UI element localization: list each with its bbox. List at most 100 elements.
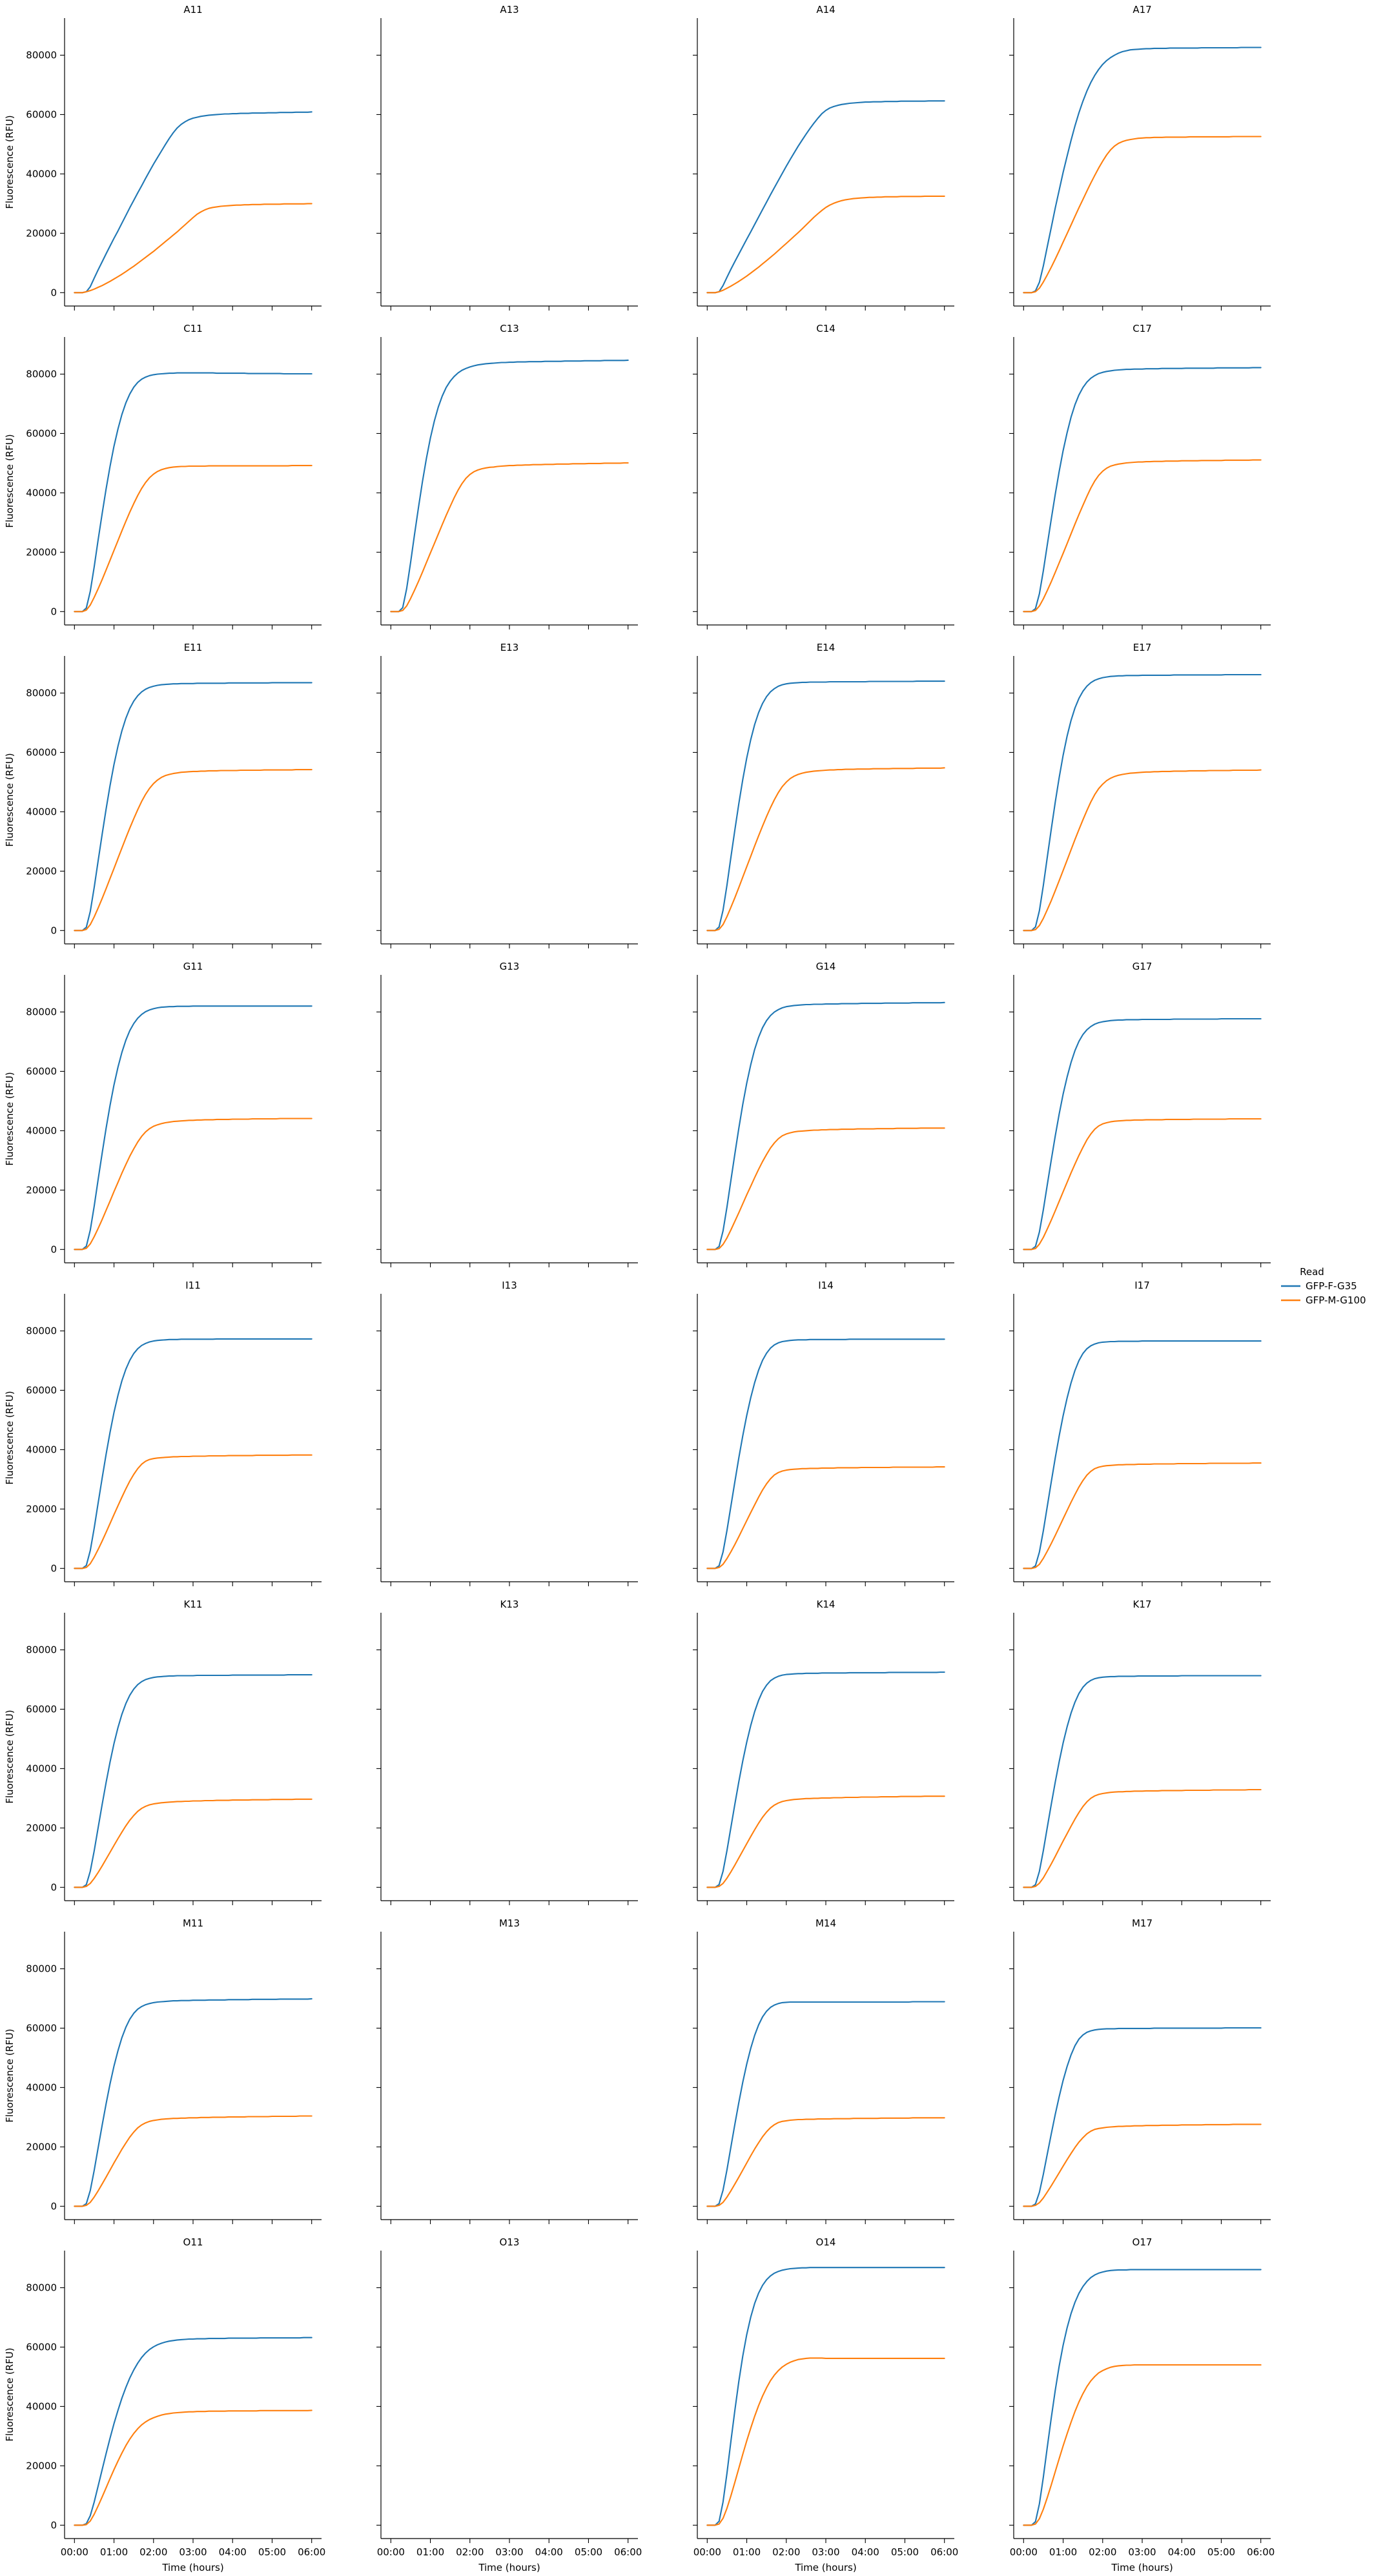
y-tick-label: 80000 xyxy=(26,687,57,699)
series-line-GFP-M-G100-E14 xyxy=(706,767,945,932)
series-line-GFP-F-G35-M17 xyxy=(1023,2027,1262,2207)
x-tick-label: 06:00 xyxy=(1247,2546,1275,2558)
series-line-GFP-M-G100-K17 xyxy=(1023,1788,1262,1888)
panel-title-G11: G11 xyxy=(183,961,203,972)
x-tick-label: 00:00 xyxy=(377,2546,405,2558)
y-tick-label: 40000 xyxy=(26,2400,57,2412)
series-line-GFP-M-G100-M11 xyxy=(74,2115,313,2207)
x-axis-label: Time (hours) xyxy=(794,2562,856,2573)
series-line-GFP-F-G35-G17 xyxy=(1023,1017,1262,1251)
series-line-GFP-F-G35-C17 xyxy=(1023,367,1262,613)
x-tick-label: 03:00 xyxy=(812,2546,839,2558)
series-line-GFP-F-G35-O11 xyxy=(74,2336,313,2526)
y-tick-label: 20000 xyxy=(26,546,57,558)
series-line-GFP-M-G100-I11 xyxy=(74,1454,313,1569)
series-line-GFP-M-G100-A17 xyxy=(1023,136,1262,294)
x-tick-label: 01:00 xyxy=(1049,2546,1077,2558)
y-axis-label: Fluorescence (RFU) xyxy=(4,1072,15,1165)
y-tick-label: 0 xyxy=(50,1881,57,1893)
x-tick-label: 05:00 xyxy=(575,2546,602,2558)
y-tick-label: 80000 xyxy=(26,1006,57,1017)
y-tick-label: 20000 xyxy=(26,2141,57,2152)
x-axis-label: Time (hours) xyxy=(478,2562,540,2573)
x-tick-label: 02:00 xyxy=(139,2546,167,2558)
x-tick-label: 04:00 xyxy=(1168,2546,1196,2558)
y-tick-label: 40000 xyxy=(26,487,57,498)
x-tick-label: 05:00 xyxy=(891,2546,919,2558)
series-line-GFP-M-G100-I17 xyxy=(1023,1462,1262,1569)
series-line-GFP-F-G35-A11 xyxy=(74,111,313,294)
panel-title-E17: E17 xyxy=(1133,642,1152,653)
y-tick-label: 20000 xyxy=(26,1822,57,1834)
x-tick-label: 00:00 xyxy=(61,2546,88,2558)
y-tick-label: 80000 xyxy=(26,368,57,380)
panel-title-I13: I13 xyxy=(502,1280,517,1291)
y-tick-label: 0 xyxy=(50,606,57,617)
y-tick-label: 80000 xyxy=(26,1644,57,1655)
series-line-GFP-F-G35-C13 xyxy=(390,359,629,613)
x-tick-label: 02:00 xyxy=(1089,2546,1116,2558)
panel-title-A11: A11 xyxy=(183,4,202,15)
series-line-GFP-F-G35-G14 xyxy=(706,1001,945,1251)
panel-title-M17: M17 xyxy=(1132,1917,1153,1929)
panel-title-O11: O11 xyxy=(183,2236,203,2248)
x-tick-label: 02:00 xyxy=(456,2546,484,2558)
x-tick-label: 06:00 xyxy=(930,2546,958,2558)
panel-title-C14: C14 xyxy=(816,323,836,334)
series-line-GFP-M-G100-G11 xyxy=(74,1118,313,1251)
y-tick-label: 40000 xyxy=(26,806,57,817)
panel-title-I17: I17 xyxy=(1134,1280,1150,1291)
x-tick-label: 04:00 xyxy=(219,2546,247,2558)
x-tick-label: 00:00 xyxy=(1010,2546,1038,2558)
panel-title-G13: G13 xyxy=(500,961,520,972)
series-line-GFP-M-G100-A11 xyxy=(74,203,313,294)
series-line-GFP-F-G35-G11 xyxy=(74,1005,313,1251)
y-tick-label: 20000 xyxy=(26,865,57,877)
panel-title-A17: A17 xyxy=(1133,4,1151,15)
x-tick-label: 03:00 xyxy=(495,2546,523,2558)
series-line-GFP-F-G35-M14 xyxy=(706,2001,945,2207)
y-tick-label: 60000 xyxy=(26,2022,57,2034)
series-line-GFP-F-G35-K14 xyxy=(706,1671,945,1888)
series-line-GFP-F-G35-O14 xyxy=(706,2267,945,2526)
panel-title-G17: G17 xyxy=(1133,961,1153,972)
panel-title-M14: M14 xyxy=(815,1917,836,1929)
series-line-GFP-F-G35-O17 xyxy=(1023,2269,1262,2526)
x-tick-label: 06:00 xyxy=(614,2546,642,2558)
series-line-GFP-M-G100-O11 xyxy=(74,2409,313,2526)
x-tick-label: 06:00 xyxy=(298,2546,325,2558)
y-tick-label: 60000 xyxy=(26,1065,57,1077)
y-tick-label: 0 xyxy=(50,1243,57,1255)
series-line-GFP-M-G100-C13 xyxy=(390,462,629,613)
panel-title-C11: C11 xyxy=(183,323,203,334)
y-tick-label: 80000 xyxy=(26,2282,57,2293)
y-tick-label: 60000 xyxy=(26,1703,57,1715)
series-line-GFP-M-G100-O17 xyxy=(1023,2364,1262,2526)
panel-title-I14: I14 xyxy=(818,1280,834,1291)
panel-title-K17: K17 xyxy=(1133,1599,1152,1610)
y-tick-label: 80000 xyxy=(26,1325,57,1336)
y-axis-label: Fluorescence (RFU) xyxy=(4,115,15,209)
y-tick-label: 60000 xyxy=(26,746,57,758)
series-line-GFP-F-G35-C11 xyxy=(74,372,313,613)
y-tick-label: 60000 xyxy=(26,1384,57,1396)
y-tick-label: 40000 xyxy=(26,168,57,179)
series-line-GFP-F-G35-E14 xyxy=(706,680,945,932)
series-line-GFP-F-G35-I11 xyxy=(74,1338,313,1569)
y-tick-label: 40000 xyxy=(26,1125,57,1136)
y-axis-label: Fluorescence (RFU) xyxy=(4,1710,15,1803)
panel-title-A14: A14 xyxy=(816,4,835,15)
series-line-GFP-F-G35-I17 xyxy=(1023,1340,1262,1569)
y-tick-label: 0 xyxy=(50,287,57,298)
series-line-GFP-M-G100-E11 xyxy=(74,769,313,932)
y-tick-label: 40000 xyxy=(26,1763,57,1774)
series-line-GFP-M-G100-E17 xyxy=(1023,769,1262,932)
series-line-GFP-F-G35-E11 xyxy=(74,682,313,932)
legend-title: Read xyxy=(1300,1266,1324,1278)
series-line-GFP-M-G100-C17 xyxy=(1023,459,1262,613)
y-tick-label: 80000 xyxy=(26,49,57,61)
y-axis-label: Fluorescence (RFU) xyxy=(4,2029,15,2122)
panel-title-E13: E13 xyxy=(500,642,519,653)
